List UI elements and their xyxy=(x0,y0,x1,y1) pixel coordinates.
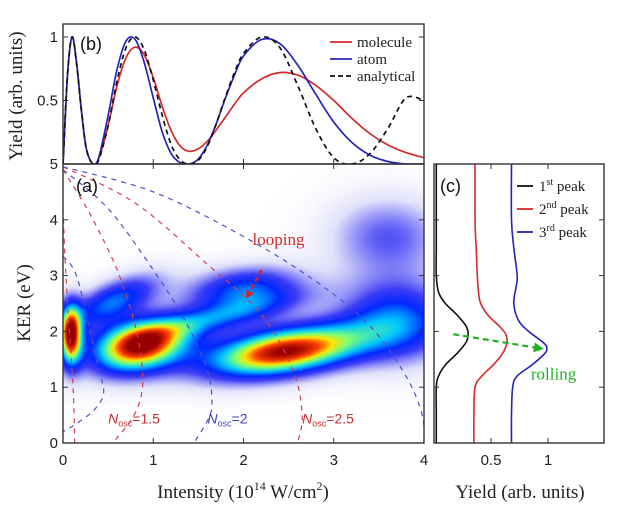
series-analytical xyxy=(63,35,424,164)
panel-c-ticks: 0.5 1 xyxy=(434,163,604,469)
legend-label: 3rd peak xyxy=(539,223,587,241)
ytick-label: 4 xyxy=(50,212,58,229)
legend-ordinal: 3 xyxy=(539,225,547,241)
dashed-curve-nosc-2-5 xyxy=(63,166,303,443)
dashed-curve-nosc-3 xyxy=(63,166,424,443)
nosc-value: =1.5 xyxy=(132,410,160,426)
xtick-label: 0.5 xyxy=(481,452,502,469)
ytick-label: 1 xyxy=(50,29,58,46)
legend-ordinal: 2 xyxy=(539,202,547,218)
xtick-label: 2 xyxy=(239,452,247,469)
series-1st-peak xyxy=(435,164,470,443)
xlabel-post: ) xyxy=(323,482,329,503)
dashed-curve-nosc-0-5 xyxy=(63,208,76,443)
ytick-label: 0.5 xyxy=(37,93,58,110)
panel-a-ticks: 0 1 2 3 4 0 1 2 3 4 xyxy=(50,163,428,469)
ytick-label: 5 xyxy=(50,156,58,173)
legend-peak: peak xyxy=(555,225,588,241)
xtick-label: 1 xyxy=(544,452,552,469)
legend-label-molecule: molecule xyxy=(357,35,412,51)
xlabel-sup2: 2 xyxy=(317,479,323,493)
series-2nd-peak xyxy=(473,164,509,443)
panel-b-series xyxy=(63,35,424,164)
nosc-label: Nosc=1.5 xyxy=(108,410,160,428)
ytick-label: 2 xyxy=(50,323,58,340)
nosc-sub: osc xyxy=(312,418,327,428)
panel-b-ylabel: Yield (arb. units) xyxy=(6,31,27,160)
looping-arrow xyxy=(246,269,263,299)
nosc-sub: osc xyxy=(118,418,133,428)
nosc-n: N xyxy=(108,410,119,426)
rolling-label: rolling xyxy=(531,365,577,384)
xlabel-sup1: 14 xyxy=(254,479,266,493)
legend-label-analytical: analytical xyxy=(357,69,415,85)
nosc-sub: osc xyxy=(218,418,233,428)
legend-sup: st xyxy=(547,177,554,188)
legend-label: 2nd peak xyxy=(539,200,589,218)
xtick-label: 0 xyxy=(59,452,67,469)
legend-peak: peak xyxy=(557,202,590,218)
heatmap-image xyxy=(63,164,424,443)
panel-c-frame xyxy=(433,163,605,444)
legend-label: 1st peak xyxy=(539,177,586,195)
ytick-label: 3 xyxy=(50,268,58,285)
dashed-curve-nosc-1 xyxy=(63,255,105,433)
legend-sup: nd xyxy=(547,200,557,211)
legend-sup: rd xyxy=(547,223,555,234)
panel-a-ylabel: KER (eV) xyxy=(14,264,35,342)
nosc-label: Nosc=2.5 xyxy=(302,410,354,428)
panel-a-label: (a) xyxy=(76,176,98,196)
ytick-label: 1 xyxy=(50,379,58,396)
nosc-n: N xyxy=(207,410,218,426)
dashed-curve-nosc-2 xyxy=(63,169,213,443)
xtick-label: 1 xyxy=(149,452,157,469)
xtick-label: 4 xyxy=(420,452,428,469)
xtick-label: 3 xyxy=(330,452,338,469)
series-3rd-peak xyxy=(510,164,548,443)
nosc-value: =2 xyxy=(232,410,248,426)
panel-a-xlabel: Intensity (1014 W/cm2) xyxy=(157,479,329,503)
looping-label: looping xyxy=(253,230,305,249)
legend-peak: peak xyxy=(553,179,586,195)
nosc-dashed-curves xyxy=(63,166,424,443)
panel-b-label: (b) xyxy=(80,34,102,54)
panel-c-label: (c) xyxy=(440,176,461,196)
panel-c-annotations: rolling xyxy=(453,333,577,384)
xlabel-pre: Intensity (10 xyxy=(157,482,254,503)
nosc-value: =2.5 xyxy=(326,410,354,426)
panel-c-xlabel: Yield (arb. units) xyxy=(455,482,584,503)
rolling-arrow xyxy=(453,333,544,353)
panel-c-series xyxy=(435,164,548,443)
ytick-label: 0 xyxy=(50,435,58,452)
xlabel-mid: W/cm xyxy=(266,482,317,503)
nosc-n: N xyxy=(302,410,313,426)
panel-b-ticks: 50.51 xyxy=(37,29,425,173)
legend-ordinal: 1 xyxy=(539,179,547,195)
nosc-label: Nosc=2 xyxy=(207,410,247,428)
legend-label-atom: atom xyxy=(357,52,387,68)
